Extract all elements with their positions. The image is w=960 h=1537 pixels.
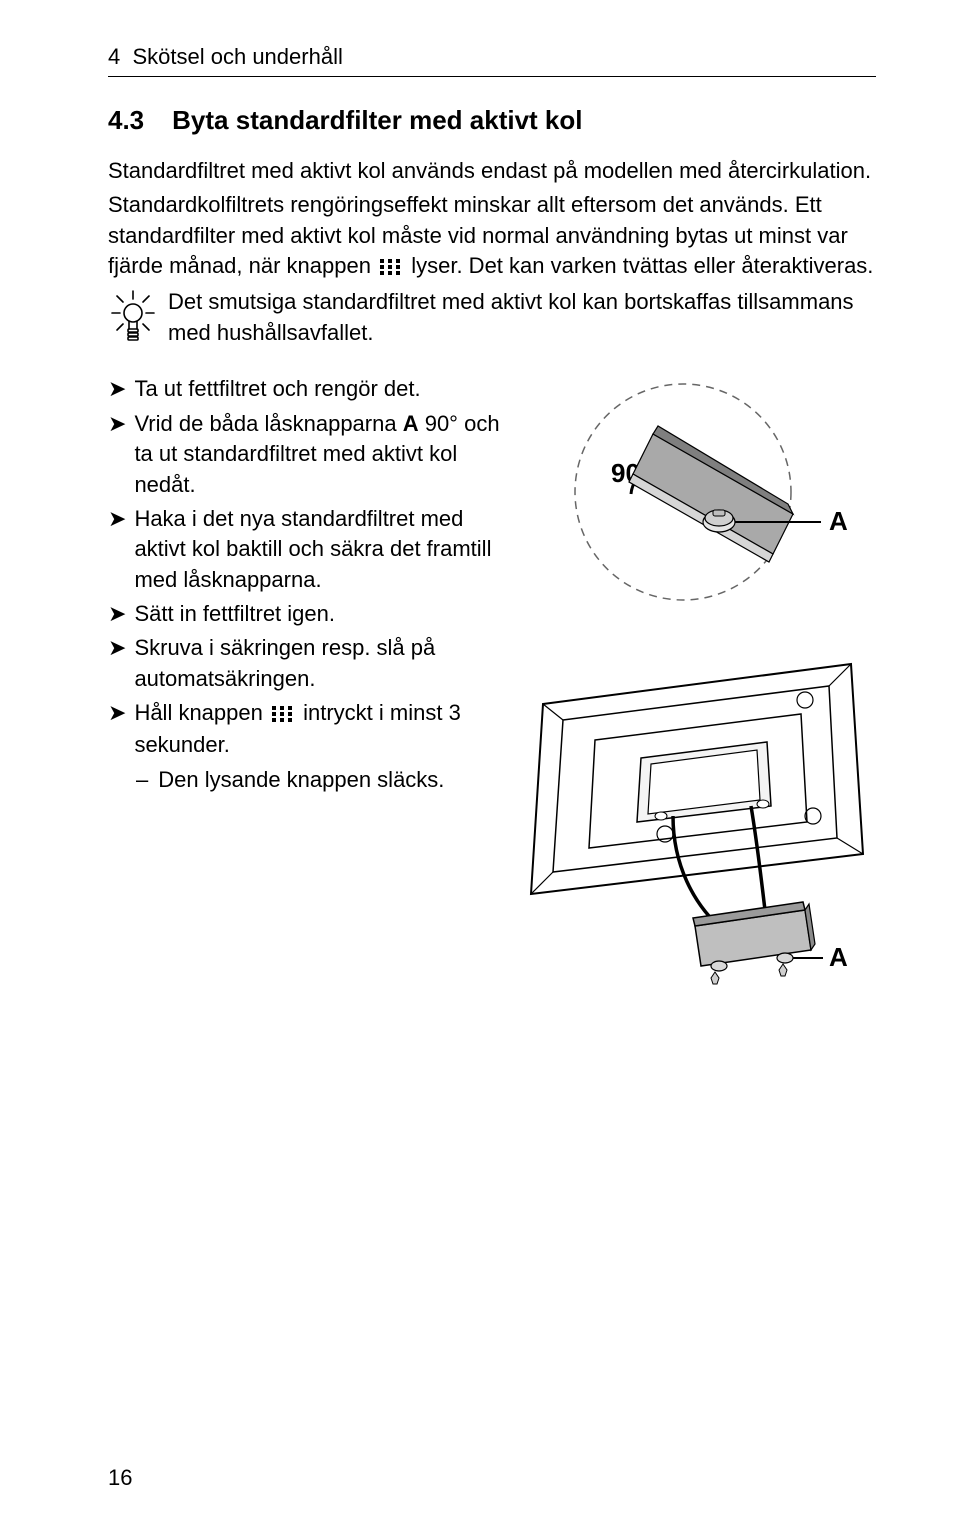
chapter-header: 4 Skötsel och underhåll [108, 44, 876, 70]
step-1-text: Ta ut fettfiltret och rengör det. [134, 374, 420, 404]
tip-text: Det smutsiga standardfiltret med aktivt … [168, 287, 876, 348]
chapter-title: Skötsel och underhåll [132, 44, 342, 69]
substep-1-text: Den lysande knappen släcks. [158, 765, 444, 795]
callout-a-ref: A [403, 411, 419, 436]
step-2-text: Vrid de båda låsknapparna A 90° och ta u… [134, 409, 515, 500]
paragraph-2b: lyser. Det kan varken tvättas eller åter… [411, 253, 873, 278]
section-heading: Byta standardfilter med aktivt kol [172, 105, 582, 135]
page-number: 16 [108, 1465, 132, 1491]
header-rule [108, 76, 876, 77]
step-arrow-icon: ➤ [108, 409, 126, 439]
step-1: ➤ Ta ut fettfiltret och rengör det. [108, 374, 515, 404]
filter-button-icon [272, 700, 294, 730]
step-arrow-icon: ➤ [108, 698, 126, 728]
section-title: 4.3 Byta standardfilter med aktivt kol [108, 105, 876, 136]
callout-a-top: A [829, 506, 848, 536]
section-number: 4.3 [108, 105, 144, 136]
filter-button-icon [380, 253, 402, 283]
step-arrow-icon: ➤ [108, 633, 126, 663]
dash-icon: – [136, 765, 148, 795]
step-6: ➤ Håll knappen intryckt i minst 3 sekund… [108, 698, 515, 761]
step-3-text: Haka i det nya standardfiltret med aktiv… [134, 504, 515, 595]
step-2: ➤ Vrid de båda låsknapparna A 90° och ta… [108, 409, 515, 500]
step-3: ➤ Haka i det nya standardfiltret med akt… [108, 504, 515, 595]
substep-1: – Den lysande knappen släcks. [136, 765, 515, 795]
paragraph-2: Standardkolfiltrets rengöringseffekt min… [108, 190, 876, 283]
step-6-text: Håll knappen intryckt i minst 3 sekunder… [134, 698, 515, 761]
tip-row: Det smutsiga standardfiltret med aktivt … [108, 287, 876, 348]
instruction-figure: 90 A [523, 374, 883, 999]
step-4-text: Sätt in fettfiltret igen. [134, 599, 335, 629]
figure-column: 90 A [523, 374, 883, 999]
step-arrow-icon: ➤ [108, 504, 126, 534]
callout-a-bottom: A [829, 942, 848, 972]
paragraph-1: Standardfiltret med aktivt kol används e… [108, 156, 876, 186]
lightbulb-icon [108, 289, 158, 348]
step-5: ➤ Skruva i säkringen resp. slå på automa… [108, 633, 515, 694]
step-4: ➤ Sätt in fettfiltret igen. [108, 599, 515, 629]
step-5-text: Skruva i säkringen resp. slå på automats… [134, 633, 515, 694]
step-arrow-icon: ➤ [108, 599, 126, 629]
step-arrow-icon: ➤ [108, 374, 126, 404]
steps-column: ➤ Ta ut fettfiltret och rengör det. ➤ Vr… [108, 374, 523, 795]
chapter-number: 4 [108, 44, 120, 69]
